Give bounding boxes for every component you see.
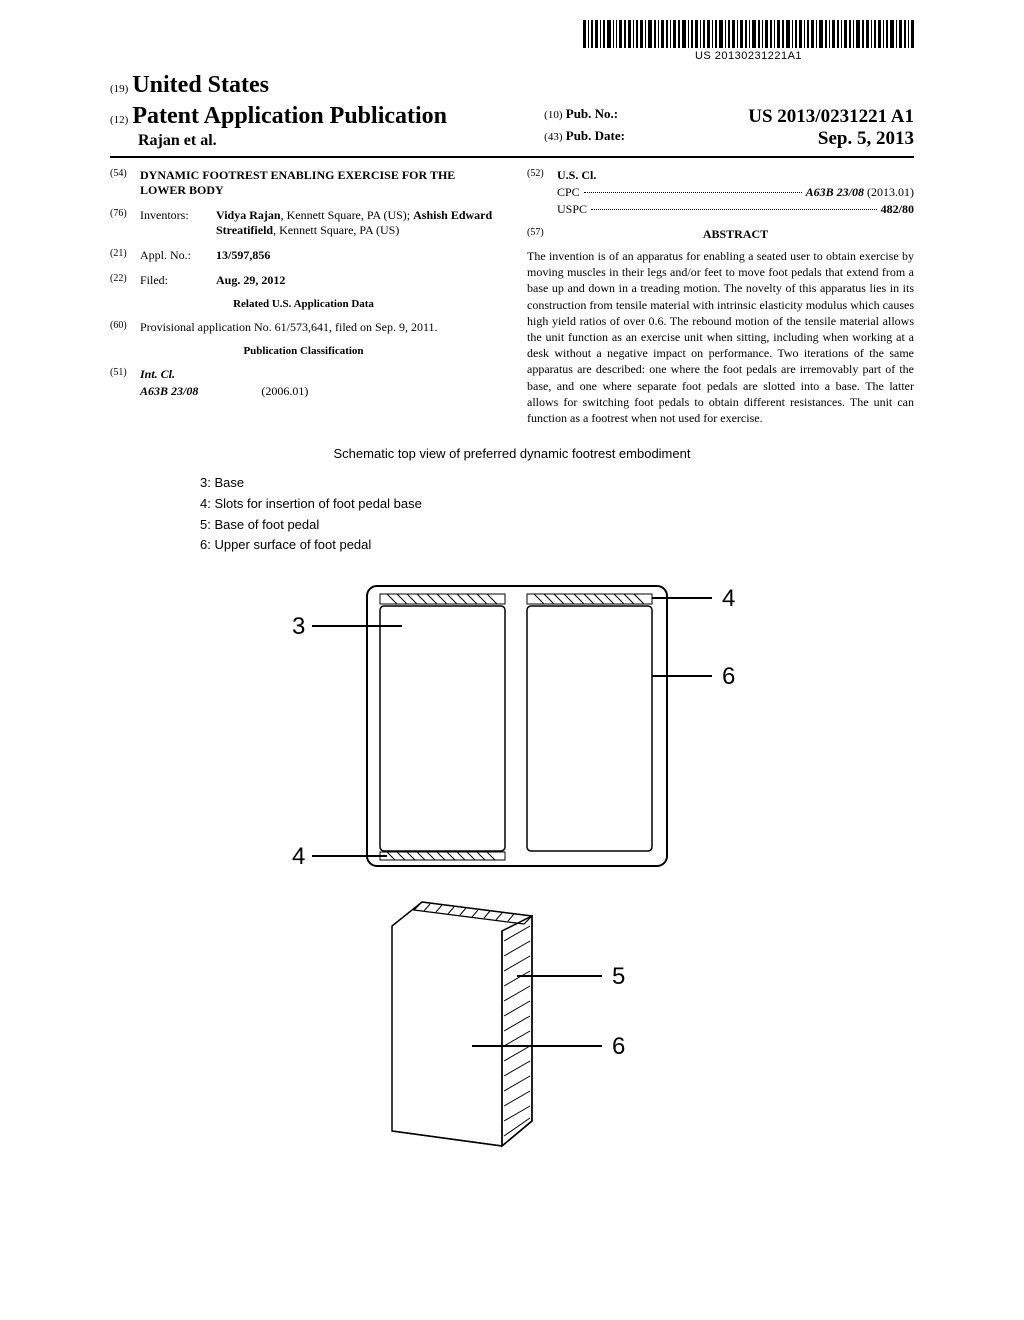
label-5: 5 (612, 963, 625, 990)
int-cl-label: Int. Cl. (140, 367, 497, 382)
appl-no-value: 13/597,856 (216, 248, 497, 263)
cpc-year: (2013.01) (867, 185, 914, 200)
filed-label: Filed: (140, 273, 216, 288)
inventors-label: Inventors: (140, 208, 216, 238)
field-num-52: (52) (527, 168, 557, 183)
cpc-value: A63B 23/08 (806, 185, 864, 200)
provisional-text: Provisional application No. 61/573,641, … (140, 320, 497, 335)
field-num-54: (54) (110, 168, 140, 198)
pub-date-label: Pub. Date: (566, 128, 625, 143)
field-num-43: (43) (544, 131, 562, 143)
field-num-60: (60) (110, 320, 140, 335)
cpc-row: CPC A63B 23/08 (2013.01) (557, 185, 914, 200)
legend-5: 5: Base of foot pedal (200, 515, 914, 536)
abstract-heading: ABSTRACT (557, 227, 914, 242)
figure-legend: 3: Base 4: Slots for insertion of foot p… (200, 473, 914, 556)
field-num-10: (10) (544, 109, 562, 121)
label-3: 3 (292, 613, 305, 640)
barcode: US 20130231221A1 (583, 20, 914, 62)
figure-diagram: 3 4 6 4 (252, 576, 772, 1156)
divider (110, 156, 914, 158)
filed-value: Aug. 29, 2012 (216, 273, 497, 288)
field-num-12: (12) (110, 114, 128, 126)
authors: Rajan et al. (110, 132, 512, 150)
inventors-value: Vidya Rajan, Kennett Square, PA (US); As… (216, 208, 497, 238)
uspc-label: USPC (557, 202, 587, 217)
int-cl-year: (2006.01) (261, 384, 308, 398)
us-cl-label: U.S. Cl. (557, 168, 914, 183)
field-num-22: (22) (110, 273, 140, 288)
field-num-57: (57) (527, 227, 557, 242)
invention-title: DYNAMIC FOOTREST ENABLING EXERCISE FOR T… (140, 168, 497, 198)
pub-no-label: Pub. No.: (566, 106, 618, 121)
publication-title: Patent Application Publication (132, 103, 447, 129)
pub-date-value: Sep. 5, 2013 (818, 128, 914, 150)
legend-6: 6: Upper surface of foot pedal (200, 535, 914, 556)
legend-3: 3: Base (200, 473, 914, 494)
uspc-value: 482/80 (881, 202, 914, 217)
int-cl-code: A63B 23/08 (140, 384, 198, 398)
uspc-row: USPC 482/80 (557, 202, 914, 217)
label-6-bottom: 6 (612, 1033, 625, 1060)
abstract-text: The invention is of an apparatus for ena… (527, 248, 914, 426)
barcode-text: US 20130231221A1 (583, 50, 914, 62)
label-4-top: 4 (722, 585, 735, 612)
pub-no-value: US 2013/0231221 A1 (748, 106, 914, 128)
field-num-21: (21) (110, 248, 140, 263)
classification-heading: Publication Classification (110, 345, 497, 357)
field-num-76: (76) (110, 208, 140, 238)
related-heading: Related U.S. Application Data (110, 298, 497, 310)
inventor-1: Vidya Rajan (216, 208, 281, 222)
appl-no-label: Appl. No.: (140, 248, 216, 263)
field-num-51: (51) (110, 367, 140, 382)
label-4-bottom: 4 (292, 843, 305, 870)
figure-title: Schematic top view of preferred dynamic … (110, 446, 914, 461)
inventor-2-loc: , Kennett Square, PA (US) (273, 223, 399, 237)
field-num-19: (19) (110, 83, 128, 95)
inventor-1-loc: , Kennett Square, PA (US); (281, 208, 414, 222)
country: United States (132, 72, 269, 98)
cpc-label: CPC (557, 185, 580, 200)
legend-4: 4: Slots for insertion of foot pedal bas… (200, 494, 914, 515)
label-6-top: 6 (722, 663, 735, 690)
barcode-bars (583, 20, 914, 48)
barcode-area: US 20130231221A1 (110, 20, 914, 64)
